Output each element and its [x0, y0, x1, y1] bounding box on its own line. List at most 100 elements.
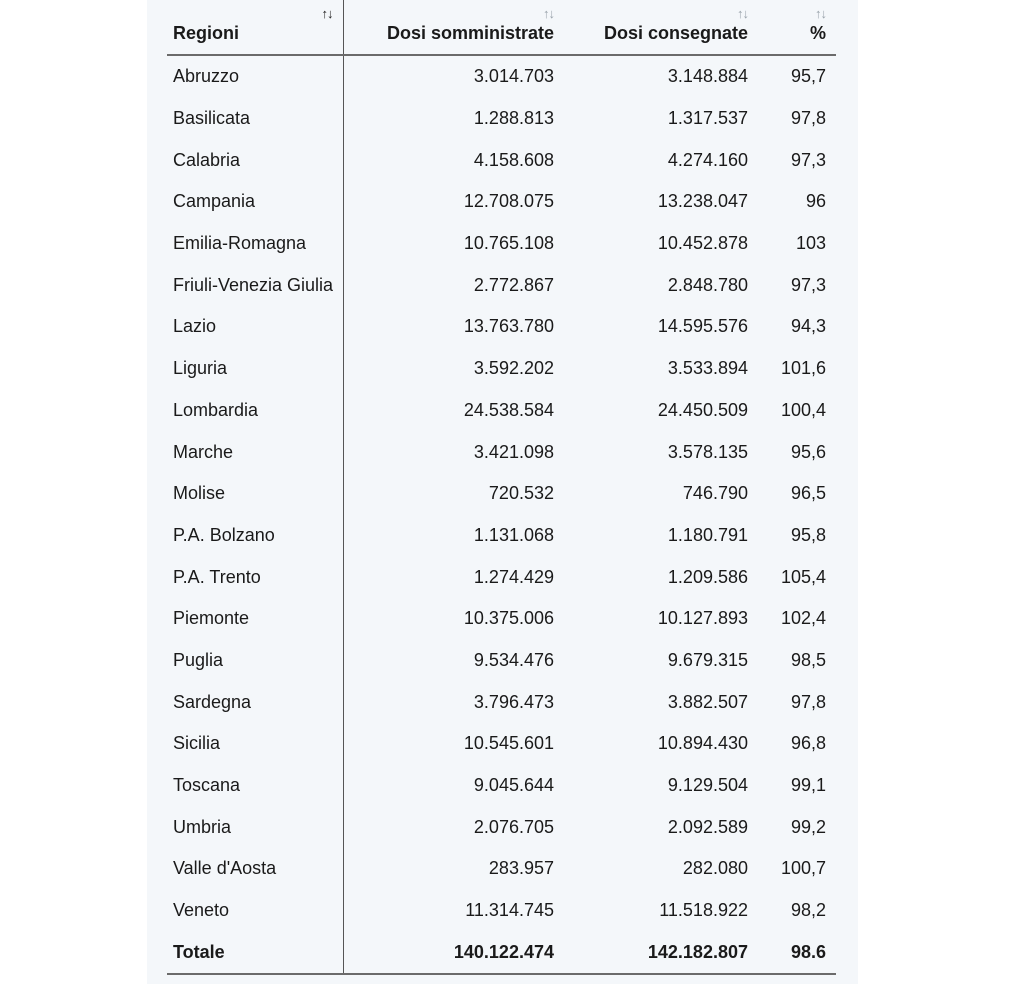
total-administered: 140.122.474	[343, 931, 564, 976]
cell-percent: 98,2	[790, 900, 826, 921]
sort-icon[interactable]: ↑↓	[321, 6, 334, 21]
cell-delivered: 13.238.047	[657, 191, 748, 212]
cell-region: Calabria	[167, 139, 344, 182]
table-row: Sicilia 10.545.601 10.894.430 96,8	[167, 723, 836, 765]
cell-administered: 283.957	[488, 858, 554, 879]
table-row: Valle d'Aosta 283.957 282.080 100,7	[167, 848, 836, 890]
cell-delivered: 14.595.576	[657, 316, 748, 337]
cell-administered: 1.131.068	[473, 524, 554, 545]
cell-region: Puglia	[167, 639, 344, 682]
cell-percent: 99,2	[790, 816, 826, 837]
vaccine-doses-table: ↑↓ Regioni ↑↓ Dosi somministrate ↑↓ Dosi…	[167, 0, 836, 976]
cell-region: Emilia-Romagna	[167, 222, 344, 265]
cell-delivered: 1.317.537	[667, 108, 748, 129]
cell-region: Friuli-Venezia Giulia	[167, 264, 344, 307]
sort-icon[interactable]: ↑↓	[737, 6, 749, 21]
cell-percent: 95,8	[790, 524, 826, 545]
cell-administered: 11.314.745	[465, 900, 554, 921]
column-header-administered[interactable]: ↑↓ Dosi somministrate	[343, 0, 564, 56]
table-row: Friuli-Venezia Giulia 2.772.867 2.848.780 9…	[167, 264, 836, 307]
cell-delivered: 3.882.507	[667, 691, 748, 712]
cell-administered: 1.288.813	[473, 108, 554, 129]
cell-region: P.A. Bolzano	[167, 514, 344, 557]
table-row: Umbria 2.076.705 2.092.589 99,2	[167, 806, 836, 849]
cell-delivered: 9.679.315	[667, 649, 748, 670]
table-row: Molise 720.532 746.790 96,5	[167, 472, 836, 515]
total-label: Totale	[167, 931, 344, 976]
cell-region: Toscana	[167, 764, 344, 807]
cell-administered: 9.534.476	[473, 649, 554, 670]
cell-administered: 13.763.780	[463, 316, 554, 337]
total-delivered: 142.182.807	[564, 931, 758, 976]
cell-region: Campania	[167, 181, 344, 223]
cell-percent: 97,8	[790, 108, 826, 129]
cell-region: Liguria	[167, 347, 344, 390]
table-row: Veneto 11.314.745 11.518.922 98,2	[167, 889, 836, 932]
table-row: Abruzzo 3.014.703 3.148.884 95,7	[167, 55, 836, 98]
cell-administered: 1.274.429	[473, 566, 554, 587]
cell-administered: 3.014.703	[473, 66, 554, 87]
sort-icon[interactable]: ↑↓	[543, 6, 555, 21]
table-row: Calabria 4.158.608 4.274.160 97,3	[167, 139, 836, 182]
cell-administered: 2.772.867	[473, 274, 554, 295]
cell-administered: 10.375.006	[463, 608, 554, 629]
cell-delivered: 24.450.509	[657, 399, 748, 420]
cell-administered: 9.045.644	[473, 775, 554, 796]
total-percent: 98.6	[758, 931, 836, 976]
cell-percent: 105,4	[780, 566, 826, 587]
cell-percent: 100,4	[780, 399, 826, 420]
column-header-region[interactable]: ↑↓ Regioni	[167, 0, 344, 56]
cell-administered: 3.421.098	[473, 441, 554, 462]
cell-region: Molise	[167, 472, 344, 515]
cell-administered: 10.545.601	[463, 733, 554, 754]
cell-delivered: 9.129.504	[667, 775, 748, 796]
cell-percent: 97,8	[790, 691, 826, 712]
cell-administered: 2.076.705	[473, 816, 554, 837]
cell-region: Piemonte	[167, 597, 344, 640]
table-row: P.A. Bolzano 1.131.068 1.180.791 95,8	[167, 514, 836, 557]
table-row: Basilicata 1.288.813 1.317.537 97,8	[167, 97, 836, 140]
cell-percent: 95,7	[790, 66, 826, 87]
cell-region: Lazio	[167, 306, 344, 348]
cell-delivered: 1.180.791	[667, 524, 748, 545]
cell-delivered: 10.127.893	[657, 608, 748, 629]
cell-administered: 10.765.108	[463, 233, 554, 254]
cell-delivered: 2.092.589	[667, 816, 748, 837]
cell-percent: 96	[805, 191, 826, 212]
cell-percent: 97,3	[790, 149, 826, 170]
cell-administered: 720.532	[488, 483, 554, 504]
cell-delivered: 4.274.160	[667, 149, 748, 170]
cell-delivered: 2.848.780	[667, 274, 748, 295]
cell-region: Lombardia	[167, 389, 344, 432]
column-header-label: %	[809, 23, 826, 43]
table-row: Lazio 13.763.780 14.595.576 94,3	[167, 306, 836, 348]
cell-region: Sardegna	[167, 681, 344, 723]
cell-percent: 95,6	[790, 441, 826, 462]
cell-delivered: 3.533.894	[667, 358, 748, 379]
sort-icon[interactable]: ↑↓	[815, 6, 827, 21]
table-row: Sardegna 3.796.473 3.882.507 97,8	[167, 681, 836, 723]
table-row: Toscana 9.045.644 9.129.504 99,1	[167, 764, 836, 807]
cell-region: P.A. Trento	[167, 556, 344, 598]
cell-percent: 96,5	[790, 483, 826, 504]
cell-percent: 100,7	[780, 858, 826, 879]
cell-delivered: 1.209.586	[667, 566, 748, 587]
cell-percent: 102,4	[780, 608, 826, 629]
column-header-label: Dosi somministrate	[386, 23, 554, 43]
table-row: P.A. Trento 1.274.429 1.209.586 105,4	[167, 556, 836, 598]
cell-percent: 96,8	[790, 733, 826, 754]
cell-delivered: 282.080	[682, 858, 748, 879]
cell-percent: 94,3	[790, 316, 826, 337]
column-header-delivered[interactable]: ↑↓ Dosi consegnate	[564, 0, 758, 56]
table-row: Marche 3.421.098 3.578.135 95,6	[167, 431, 836, 473]
table-row: Liguria 3.592.202 3.533.894 101,6	[167, 347, 836, 390]
table-row: Campania 12.708.075 13.238.047 96	[167, 181, 836, 223]
cell-percent: 98,5	[790, 649, 826, 670]
cell-delivered: 10.452.878	[657, 233, 748, 254]
cell-region: Basilicata	[167, 97, 344, 140]
cell-region: Marche	[167, 431, 344, 473]
cell-administered: 12.708.075	[463, 191, 554, 212]
cell-region: Sicilia	[167, 723, 344, 765]
column-header-percent[interactable]: ↑↓ %	[758, 0, 836, 56]
cell-delivered: 3.148.884	[667, 66, 748, 87]
